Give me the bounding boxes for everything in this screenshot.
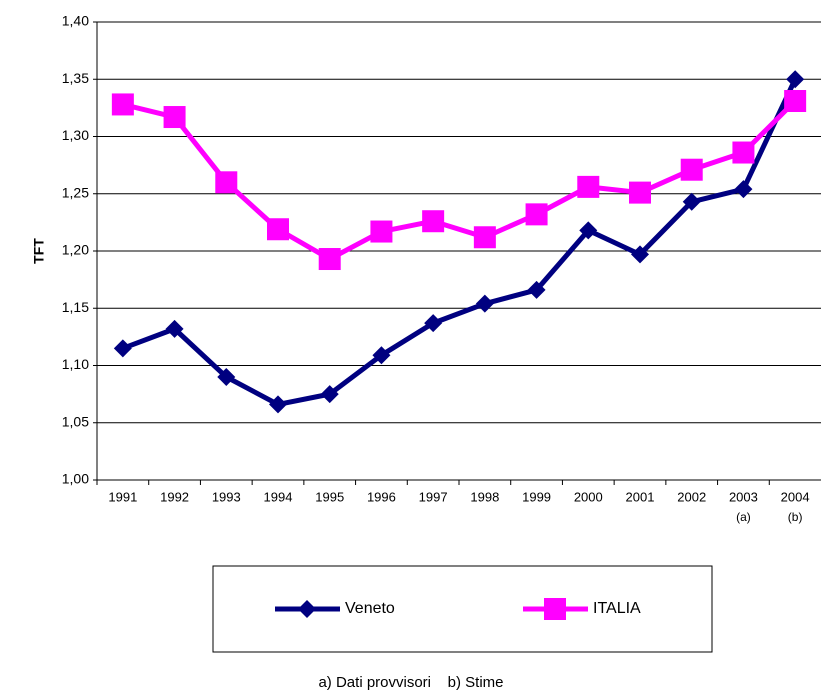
x-tick-label: 2003 [729,489,758,504]
data-point [267,218,289,241]
x-tick-label: 1996 [367,489,396,504]
data-point [475,294,494,313]
x-tick-label: (b) [788,510,803,524]
legend-label: ITALIA [593,600,641,617]
y-tick-label: 1,30 [62,127,89,143]
data-point [784,90,807,113]
data-point [269,395,287,414]
data-point [734,180,753,199]
y-axis-label: TFT [31,238,47,264]
data-point [163,106,186,129]
x-tick-label: (a) [736,510,751,524]
x-tick-label: 1998 [470,489,499,504]
data-point [165,319,184,338]
data-point [631,245,649,264]
x-tick-label: 2002 [677,489,706,504]
x-tick-label: 2001 [626,489,655,504]
data-point [473,226,496,249]
data-point [424,314,443,333]
x-tick-label: 2004 [781,489,810,504]
legend-marker [298,600,316,618]
x-tick-label: 1999 [522,489,551,504]
data-point [372,346,391,365]
y-tick-label: 1,10 [62,356,89,372]
data-point [527,280,546,299]
y-tick-label: 1,25 [62,184,89,200]
data-point [579,221,598,240]
y-tick-label: 1,20 [62,242,89,258]
data-point [111,93,134,116]
data-point [680,158,703,181]
data-point [577,175,600,198]
series-line [121,78,798,407]
data-point [215,171,238,194]
data-point [422,210,445,233]
x-tick-label: 2000 [574,489,603,504]
y-tick-label: 1,05 [62,413,89,429]
footnote: a) Dati provvisori b) Stime [318,674,503,691]
data-point [732,141,755,164]
y-tick-label: 1,00 [62,471,89,487]
data-point [318,248,341,271]
data-point [786,70,805,89]
y-tick-label: 1,15 [62,299,89,315]
x-tick-label: 1992 [160,489,189,504]
data-point [682,192,701,211]
legend-label: Veneto [345,600,395,617]
data-point [217,367,236,386]
x-tick-label: 1997 [419,489,448,504]
legend-marker [544,598,566,620]
y-tick-label: 1,40 [62,13,89,29]
data-point [629,181,651,204]
data-point [320,385,339,404]
data-point [525,203,548,226]
x-tick-label: 1995 [315,489,344,504]
data-point [113,339,132,358]
x-tick-label: 1993 [212,489,241,504]
x-tick-label: 1991 [108,489,137,504]
x-tick-label: 1994 [264,489,293,504]
data-point [370,220,393,243]
y-tick-label: 1,35 [62,70,89,86]
